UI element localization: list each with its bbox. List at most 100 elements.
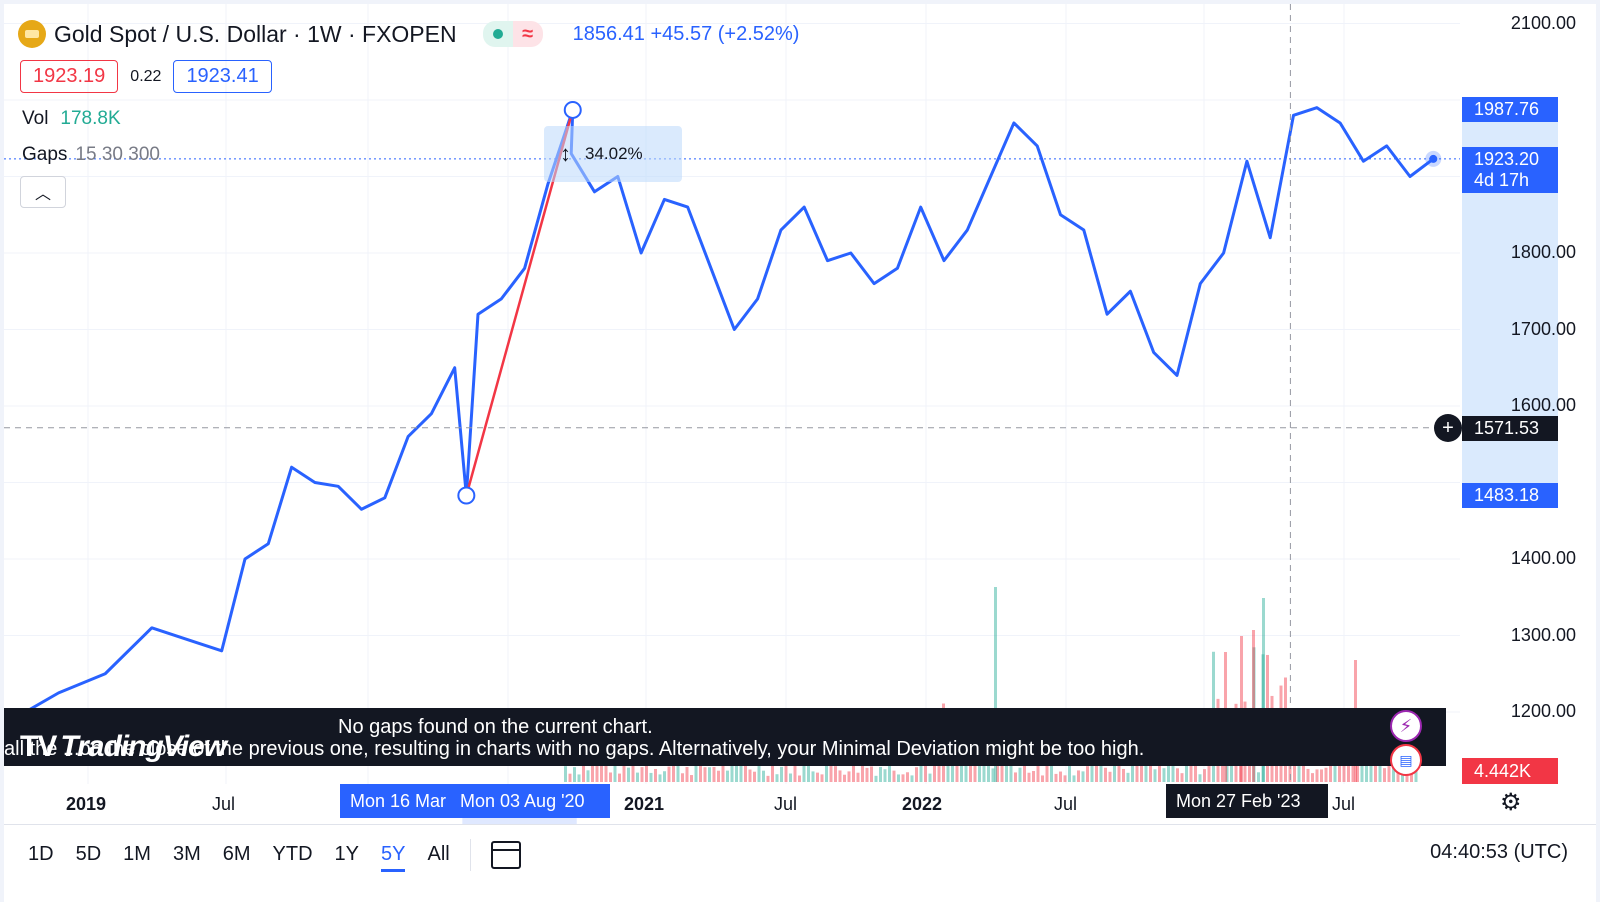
- bid-ask-row: 1923.19 0.22 1923.41: [20, 60, 272, 93]
- spread-value: 0.22: [130, 67, 162, 85]
- volume-bar: [591, 762, 594, 782]
- toolbar-divider: [469, 838, 471, 871]
- volume-bar: [676, 760, 680, 782]
- volume-bar: [1306, 768, 1310, 782]
- volume-bar: [744, 764, 747, 782]
- volume-bar: [829, 759, 833, 782]
- range-button-all[interactable]: All: [427, 843, 450, 865]
- volume-bar: [1342, 761, 1346, 782]
- range-button-6m[interactable]: 6M: [222, 843, 251, 865]
- volume-bar: [843, 774, 846, 782]
- volume-bar: [735, 757, 738, 782]
- market-open-icon[interactable]: [482, 21, 513, 47]
- volume-bar: [784, 764, 788, 782]
- volume-bar: [1018, 767, 1022, 782]
- measure-label: ↕ 34.02%: [544, 126, 682, 182]
- volume-bar: [1068, 761, 1071, 782]
- volume-bar: [865, 767, 869, 782]
- volume-bar: [1378, 753, 1382, 782]
- collapse-legend-button[interactable]: ︿: [20, 176, 66, 208]
- chart-window: Gold Spot / U.S. Dollar · 1W · FXOPEN ≈ …: [4, 4, 1596, 902]
- volume-bar: [1320, 769, 1323, 782]
- volume-bar: [1140, 764, 1143, 782]
- volume-bar: [1365, 752, 1368, 782]
- sell-button[interactable]: 1923.19: [20, 60, 119, 93]
- volume-bar: [766, 775, 770, 782]
- volume-bar: [1131, 763, 1134, 782]
- volume-bar: [1410, 769, 1413, 782]
- measure-start-handle[interactable]: [457, 486, 476, 505]
- measure-end-handle[interactable]: [563, 100, 582, 119]
- volume-bar: [847, 771, 851, 782]
- volume-bar: [910, 775, 914, 782]
- measure-percent: 34.02%: [585, 144, 643, 163]
- volume-bar: [852, 760, 855, 782]
- volume-bar: [622, 756, 626, 782]
- volume-bar: [568, 773, 572, 782]
- measure-arrows-icon: ↕: [560, 141, 571, 166]
- time-tick-6: Jul: [1332, 794, 1356, 814]
- delayed-data-icon[interactable]: ≈: [512, 21, 543, 47]
- range-button-1y[interactable]: 1Y: [334, 843, 360, 865]
- volume-badge: 4.442K: [1462, 758, 1558, 784]
- range-button-1d[interactable]: 1D: [28, 843, 54, 865]
- tradingview-logo[interactable]: TV TradingView: [20, 730, 227, 764]
- volume-bar: [1176, 768, 1179, 782]
- buy-button[interactable]: 1923.41: [173, 60, 272, 93]
- volume-bar: [1095, 757, 1098, 782]
- volume-bar: [636, 772, 639, 782]
- volume-bar: [861, 763, 864, 782]
- utc-clock[interactable]: 04:40:53 (UTC): [1430, 841, 1568, 863]
- volume-bar: [919, 765, 923, 782]
- volume-bar: [1045, 761, 1049, 782]
- calendar-goto-icon[interactable]: [490, 840, 521, 869]
- price-tick-0: 2100.00: [1510, 12, 1576, 33]
- volume-bar: [897, 774, 900, 782]
- price-line[interactable]: [11, 106, 1435, 721]
- lightning-icon[interactable]: ⚡: [1390, 710, 1422, 742]
- volume-bar: [1198, 774, 1202, 782]
- volume-legend[interactable]: Vol 178.8K: [22, 108, 121, 130]
- volume-bar: [600, 762, 603, 782]
- range-button-5y[interactable]: 5Y: [381, 843, 406, 872]
- add-alert-plus-icon[interactable]: +: [1434, 414, 1462, 442]
- notice-line-2: all the ...on the close of the previous …: [4, 738, 1145, 760]
- settings-gear-icon[interactable]: ⚙: [1500, 789, 1522, 816]
- volume-bar: [1086, 766, 1089, 782]
- status-flags[interactable]: ≈: [482, 21, 543, 47]
- price-tick-4: 1400.00: [1510, 548, 1576, 568]
- volume-bar: [748, 769, 752, 782]
- crosshair: [4, 4, 1460, 784]
- volume-bar: [883, 769, 887, 782]
- volume-bar: [775, 774, 779, 782]
- price-series: [4, 106, 1460, 721]
- volume-bar: [991, 768, 995, 782]
- volume-bar: [811, 771, 815, 782]
- range-button-ytd[interactable]: YTD: [272, 843, 313, 865]
- gaps-indicator-legend[interactable]: Gaps 15 30 300: [22, 144, 160, 166]
- range-button-3m[interactable]: 3M: [172, 843, 201, 865]
- volume-bar: [627, 767, 630, 782]
- volume-bar: [825, 765, 828, 782]
- volume-bar: [1374, 754, 1377, 782]
- volume-bar: [1054, 773, 1058, 782]
- volume-value: 178.8K: [60, 108, 121, 129]
- volume-bar: [879, 766, 882, 782]
- chart-canvas[interactable]: [4, 4, 1596, 902]
- notice-line-1: No gaps found on the current chart.: [338, 716, 653, 738]
- crosshair-date-pill: Mon 27 Feb '23: [1166, 784, 1328, 818]
- symbol-title[interactable]: Gold Spot / U.S. Dollar · 1W · FXOPEN: [54, 20, 457, 47]
- us-flag-icon[interactable]: ▤: [1390, 744, 1422, 776]
- volume-bar: [798, 775, 801, 782]
- range-button-5d[interactable]: 5D: [75, 843, 102, 865]
- volume-bar: [1144, 761, 1148, 782]
- last-price-dot[interactable]: [1429, 154, 1438, 163]
- volume-bar: [667, 766, 671, 782]
- volume-label: Vol: [22, 108, 49, 129]
- volume-bar: [1036, 765, 1040, 782]
- volume-bar: [915, 767, 918, 782]
- range-button-1m[interactable]: 1M: [123, 843, 151, 865]
- range-start-pill: Mon 16 Mar '20: [340, 784, 462, 818]
- volume-spike: [1252, 630, 1255, 782]
